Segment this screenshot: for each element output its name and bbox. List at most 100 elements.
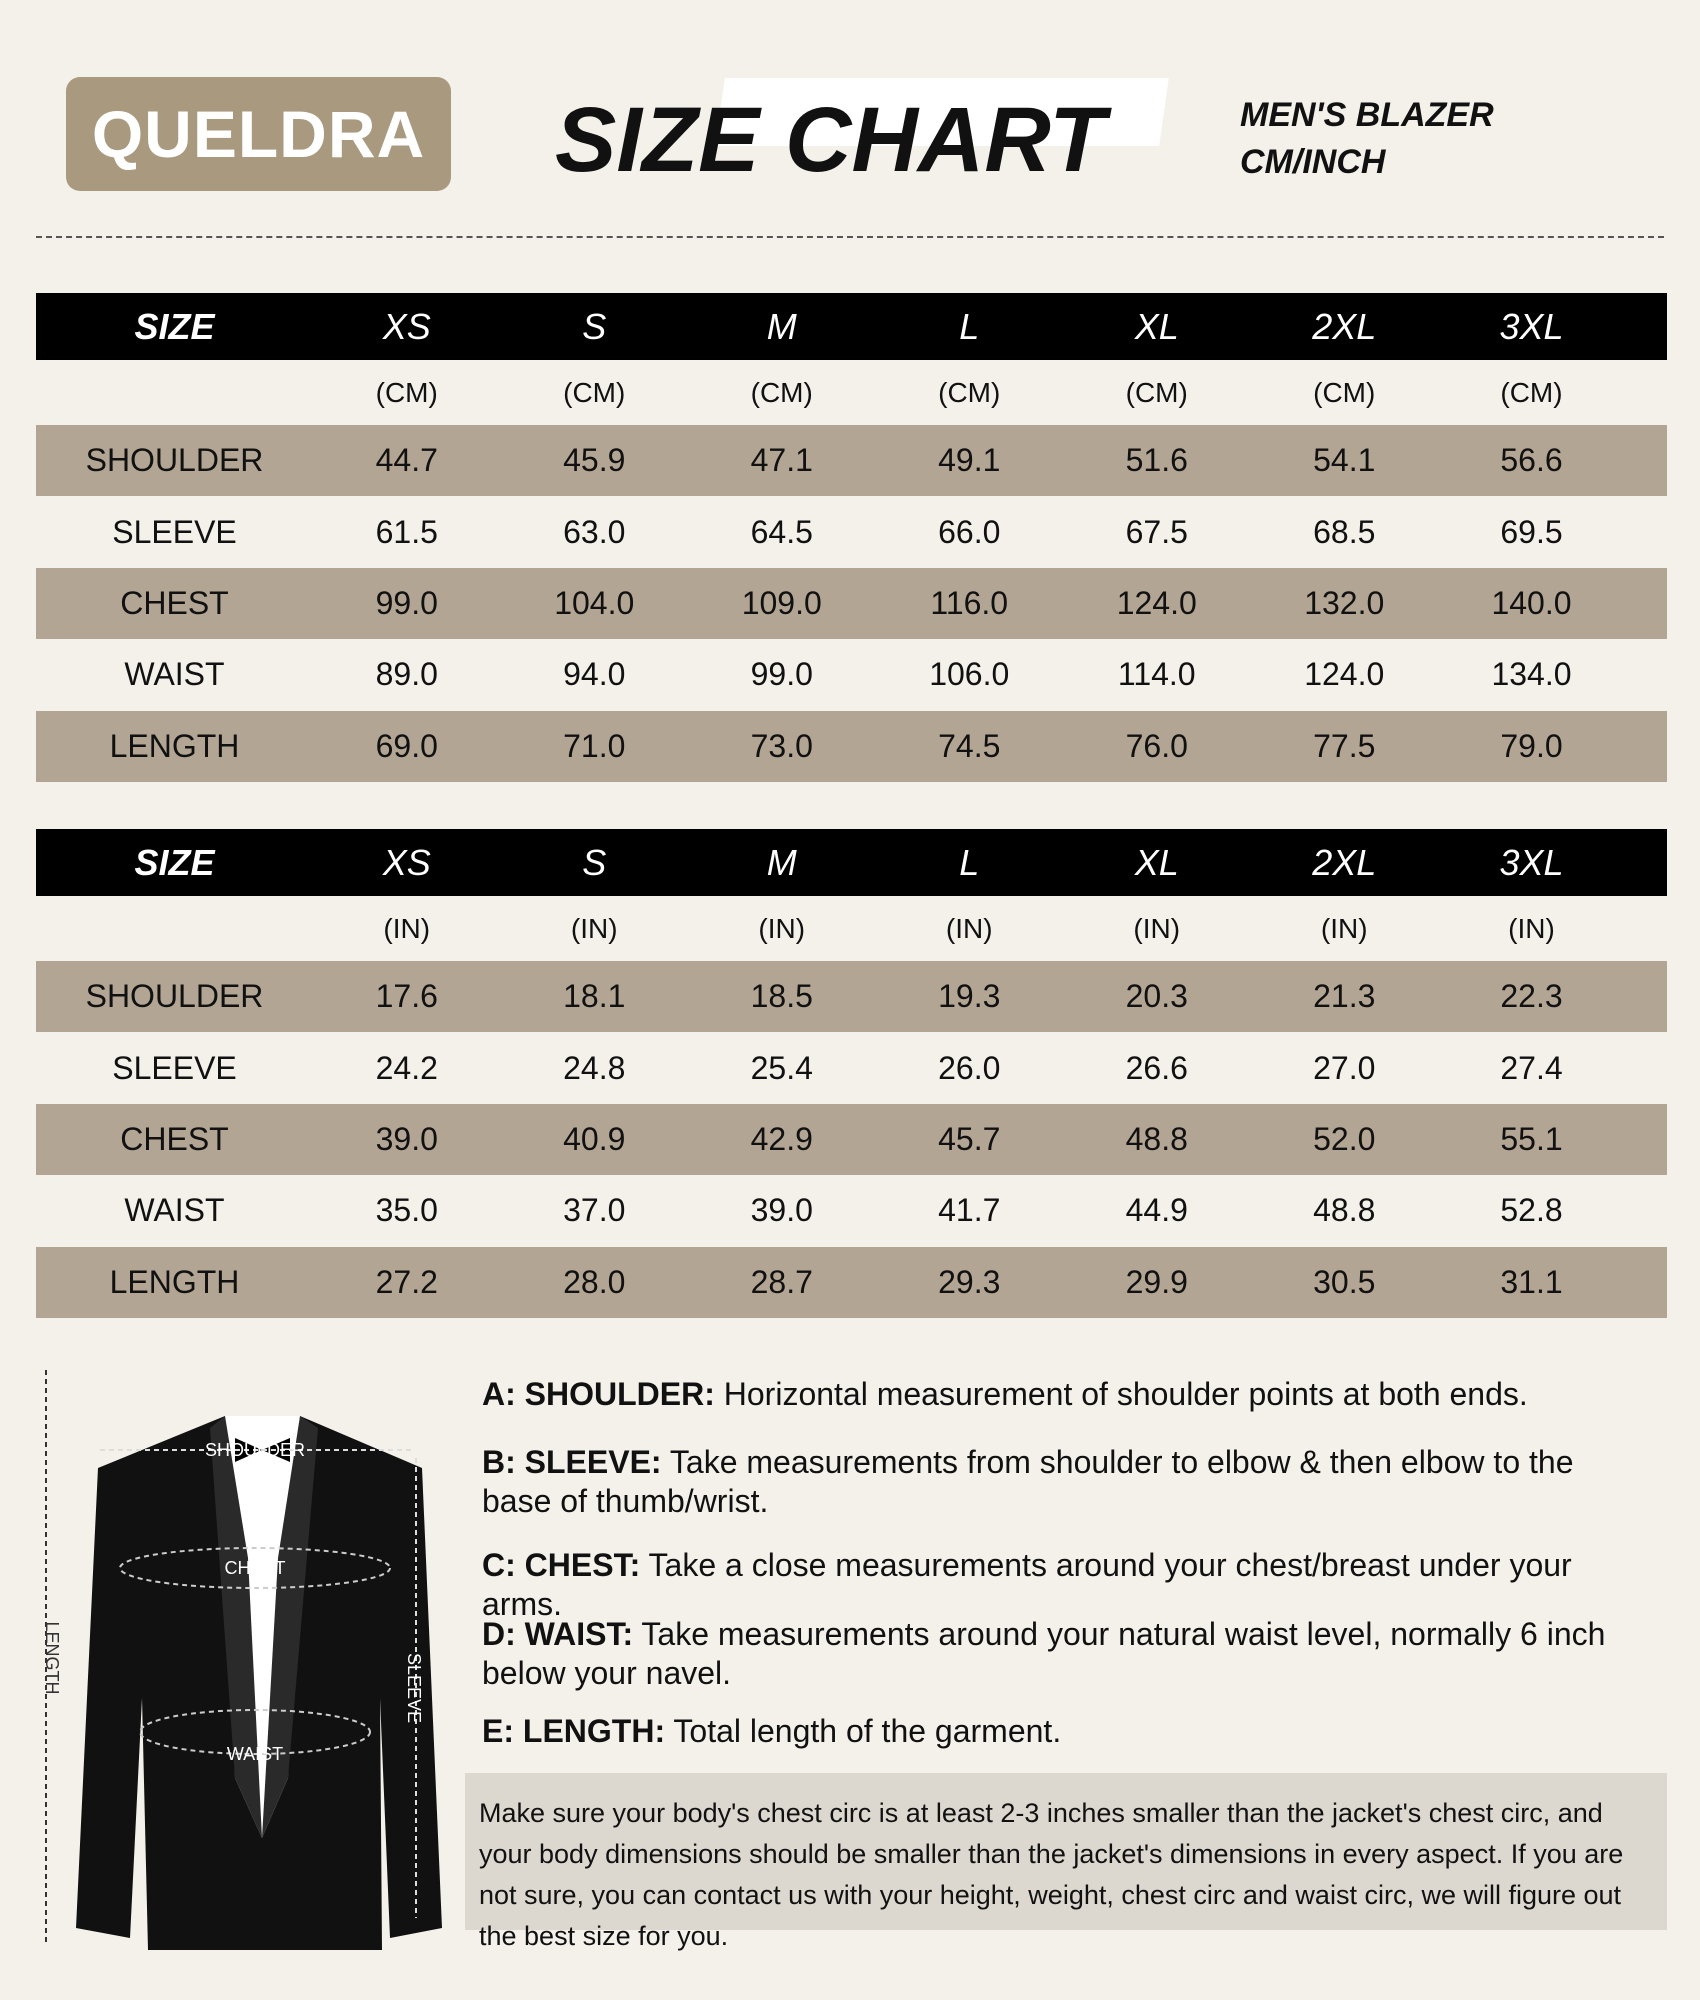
- cell: 19.3: [875, 961, 1063, 1033]
- unit-cell: (CM): [1500, 376, 1563, 408]
- row-label: CHEST: [36, 567, 313, 640]
- diagram-label: SHOULDER: [205, 1440, 305, 1460]
- unit-cell: (IN): [1508, 912, 1555, 944]
- definition: C: CHEST: Take a close measurements arou…: [482, 1546, 1622, 1624]
- cell: 99.0: [750, 656, 813, 693]
- column-header: S: [500, 293, 688, 360]
- cell: 51.6: [1063, 425, 1251, 497]
- cell: 64.5: [750, 513, 813, 550]
- column-header: L: [875, 829, 1063, 896]
- unit-cell: [36, 896, 313, 961]
- cell: 55.1: [1438, 1103, 1667, 1176]
- definition: A: SHOULDER: Horizontal measurement of s…: [482, 1375, 1622, 1414]
- cell: 28.7: [688, 1246, 876, 1318]
- column-header: XS: [313, 293, 501, 360]
- definition: E: LENGTH: Total length of the garment.: [482, 1712, 1622, 1751]
- cell: 106.0: [929, 656, 1010, 693]
- column-header: SIZE: [36, 293, 313, 360]
- cell: 24.8: [563, 1049, 626, 1086]
- unit-cell: (CM): [1313, 376, 1376, 408]
- data-row: WAIST 89.0 94.0 99.0 106.0 114.0 124.0 134.0: [36, 639, 1667, 710]
- data-row: SLEEVE 61.5 63.0 64.5 66.0 67.5 68.5 69.5: [36, 496, 1667, 567]
- data-row: LENGTH 69.0 71.0 73.0 74.5 76.0 77.5 79.0: [36, 710, 1667, 782]
- lapel: [210, 1416, 262, 1838]
- cell: 132.0: [1250, 567, 1438, 640]
- cell: 22.3: [1438, 961, 1667, 1033]
- cell: 21.3: [1250, 961, 1438, 1033]
- size-table: SIZE XS S M L XL 2XL 3XL (CM) (CM) (CM) (CM) (CM) (CM…: [36, 293, 1667, 782]
- row-label: LENGTH: [36, 1246, 313, 1318]
- cell: 79.0: [1438, 710, 1667, 782]
- unit-cell: (CM): [1125, 376, 1188, 408]
- cell: 42.9: [688, 1103, 876, 1176]
- cell: 76.0: [1063, 710, 1251, 782]
- cell: 29.3: [875, 1246, 1063, 1318]
- chest-line: [119, 1547, 391, 1589]
- unit-cell: (IN): [383, 912, 431, 944]
- unit-cell: (CM): [563, 376, 626, 408]
- data-row: WAIST 35.0 37.0 39.0 41.7 44.9 48.8 52.8: [36, 1175, 1667, 1246]
- cell: 99.0: [313, 567, 501, 640]
- cell: 94.0: [563, 656, 626, 693]
- subtitle: MEN'S BLAZER: [1240, 96, 1494, 134]
- cell: 35.0: [375, 1192, 438, 1229]
- lapel: [262, 1416, 318, 1838]
- diagram-label: WAIST: [227, 1744, 283, 1764]
- cell: 114.0: [1117, 656, 1196, 693]
- row-label: SLEEVE: [112, 513, 237, 550]
- cell: 52.0: [1250, 1103, 1438, 1176]
- column-header: XL: [1063, 829, 1251, 896]
- cell: 48.8: [1063, 1103, 1251, 1176]
- diagram-label: SLEEVE: [404, 1653, 424, 1723]
- cell: 54.1: [1250, 425, 1438, 497]
- cell: 37.0: [563, 1192, 626, 1229]
- cell: 26.6: [1125, 1049, 1188, 1086]
- cell: 73.0: [688, 710, 876, 782]
- cell: 28.0: [500, 1246, 688, 1318]
- cell: 49.1: [875, 425, 1063, 497]
- column-header: S: [500, 829, 688, 896]
- cell: 39.0: [750, 1192, 813, 1229]
- cell: 67.5: [1125, 513, 1188, 550]
- column-header: L: [875, 293, 1063, 360]
- header-row: SIZE XS S M L XL 2XL 3XL: [36, 829, 1667, 896]
- cell: 24.2: [375, 1049, 438, 1086]
- cell: 69.0: [313, 710, 501, 782]
- header-row: SIZE XS S M L XL 2XL 3XL: [36, 293, 1667, 360]
- cell: 66.0: [938, 513, 1001, 550]
- definition: D: WAIST: Take measurements around your …: [482, 1615, 1622, 1693]
- cell: 30.5: [1250, 1246, 1438, 1318]
- jacket-diagram: LENGTH SHOULDER SLEEVE CHEST WAIST: [42, 1370, 442, 1950]
- cell: 29.9: [1063, 1246, 1251, 1318]
- column-header: XS: [313, 829, 501, 896]
- cell: 31.1: [1438, 1246, 1667, 1318]
- column-header: SIZE: [36, 829, 313, 896]
- cell: 44.7: [313, 425, 501, 497]
- row-label: SHOULDER: [36, 425, 313, 497]
- cell: 17.6: [313, 961, 501, 1033]
- column-header: M: [688, 829, 876, 896]
- unit-cell: (IN): [758, 912, 806, 944]
- row-label: WAIST: [124, 1192, 225, 1229]
- diagram-label: LENGTH: [42, 1621, 62, 1694]
- subtitle: CM/INCH: [1240, 143, 1386, 181]
- row-label: SHOULDER: [36, 961, 313, 1033]
- cell: 109.0: [688, 567, 876, 640]
- cell: 18.1: [500, 961, 688, 1033]
- cell: 61.5: [375, 513, 438, 550]
- cell: 40.9: [500, 1103, 688, 1176]
- definition-text: Total length of the garment.: [673, 1713, 1062, 1749]
- unit-cell: [36, 360, 313, 425]
- cell: 20.3: [1063, 961, 1251, 1033]
- definition-term: C: CHEST:: [482, 1547, 641, 1583]
- cell: 25.4: [750, 1049, 813, 1086]
- column-header: XL: [1063, 293, 1251, 360]
- cell: 27.0: [1313, 1049, 1376, 1086]
- cell: 124.0: [1304, 656, 1385, 693]
- row-label: WAIST: [124, 656, 225, 693]
- column-header: 3XL: [1438, 293, 1667, 360]
- data-row: LENGTH 27.2 28.0 28.7 29.3 29.9 30.5 31.1: [36, 1246, 1667, 1318]
- cell: 45.7: [875, 1103, 1063, 1176]
- definition-term: D: WAIST:: [482, 1616, 634, 1652]
